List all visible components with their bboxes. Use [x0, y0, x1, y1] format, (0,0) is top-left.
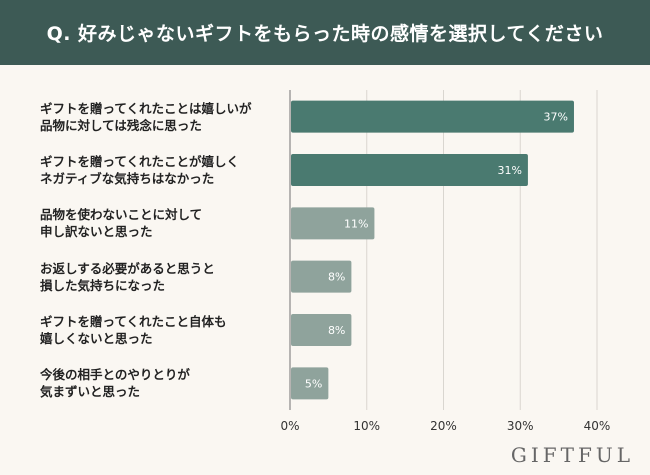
- x-tick-label: 0%: [280, 419, 299, 433]
- category-label: ギフトを贈ってくれたことは嬉しいが 品物に対しては残念に思った: [40, 100, 252, 133]
- category-label: ギフトを贈ってくれたこと自体も 嬉しくないと思った: [40, 314, 227, 346]
- bar-value-label: 11%: [344, 217, 368, 230]
- x-tick-label: 20%: [430, 419, 457, 433]
- bar: [291, 260, 352, 293]
- category-label: 品物を使わないことに対して 申し訳ないと思った: [40, 207, 203, 240]
- category-label: お返しする必要があると思うと 損した気持ちになった: [40, 260, 215, 293]
- x-tick-label: 10%: [353, 419, 380, 433]
- x-tick-label: 30%: [507, 419, 534, 433]
- bar: [291, 154, 528, 186]
- bar-value-label: 8%: [328, 271, 345, 284]
- category-label: ギフトを贈ってくれたことが嬉しく ネガティブな気持ちはなかった: [40, 154, 240, 186]
- bar-value-label: 37%: [544, 111, 568, 124]
- bar: [291, 100, 574, 133]
- bar: [291, 314, 352, 346]
- bar: [291, 207, 375, 240]
- chart-header: Q. 好みじゃないギフトをもらった時の感情を選択してください: [0, 0, 650, 65]
- bar-value-label: 5%: [305, 377, 322, 390]
- bar-value-label: 8%: [328, 324, 345, 337]
- bar-chart: 0% 10% 20% 30% 40% 37% 31% 11% 8% 8% 5%: [280, 90, 611, 433]
- x-tick-label: 40%: [584, 419, 611, 433]
- bar-value-label: 31%: [497, 164, 521, 177]
- chart-title: Q. 好みじゃないギフトをもらった時の感情を選択してください: [46, 23, 604, 45]
- bar: [291, 367, 329, 400]
- chart-area: 0% 10% 20% 30% 40% 37% 31% 11% 8% 8% 5% ギフトを贈ってくれた…: [0, 65, 650, 475]
- category-label: 今後の相手とのやりとりが 気まずいと思った: [40, 367, 190, 400]
- brand-logo: GIFTFUL: [510, 443, 634, 467]
